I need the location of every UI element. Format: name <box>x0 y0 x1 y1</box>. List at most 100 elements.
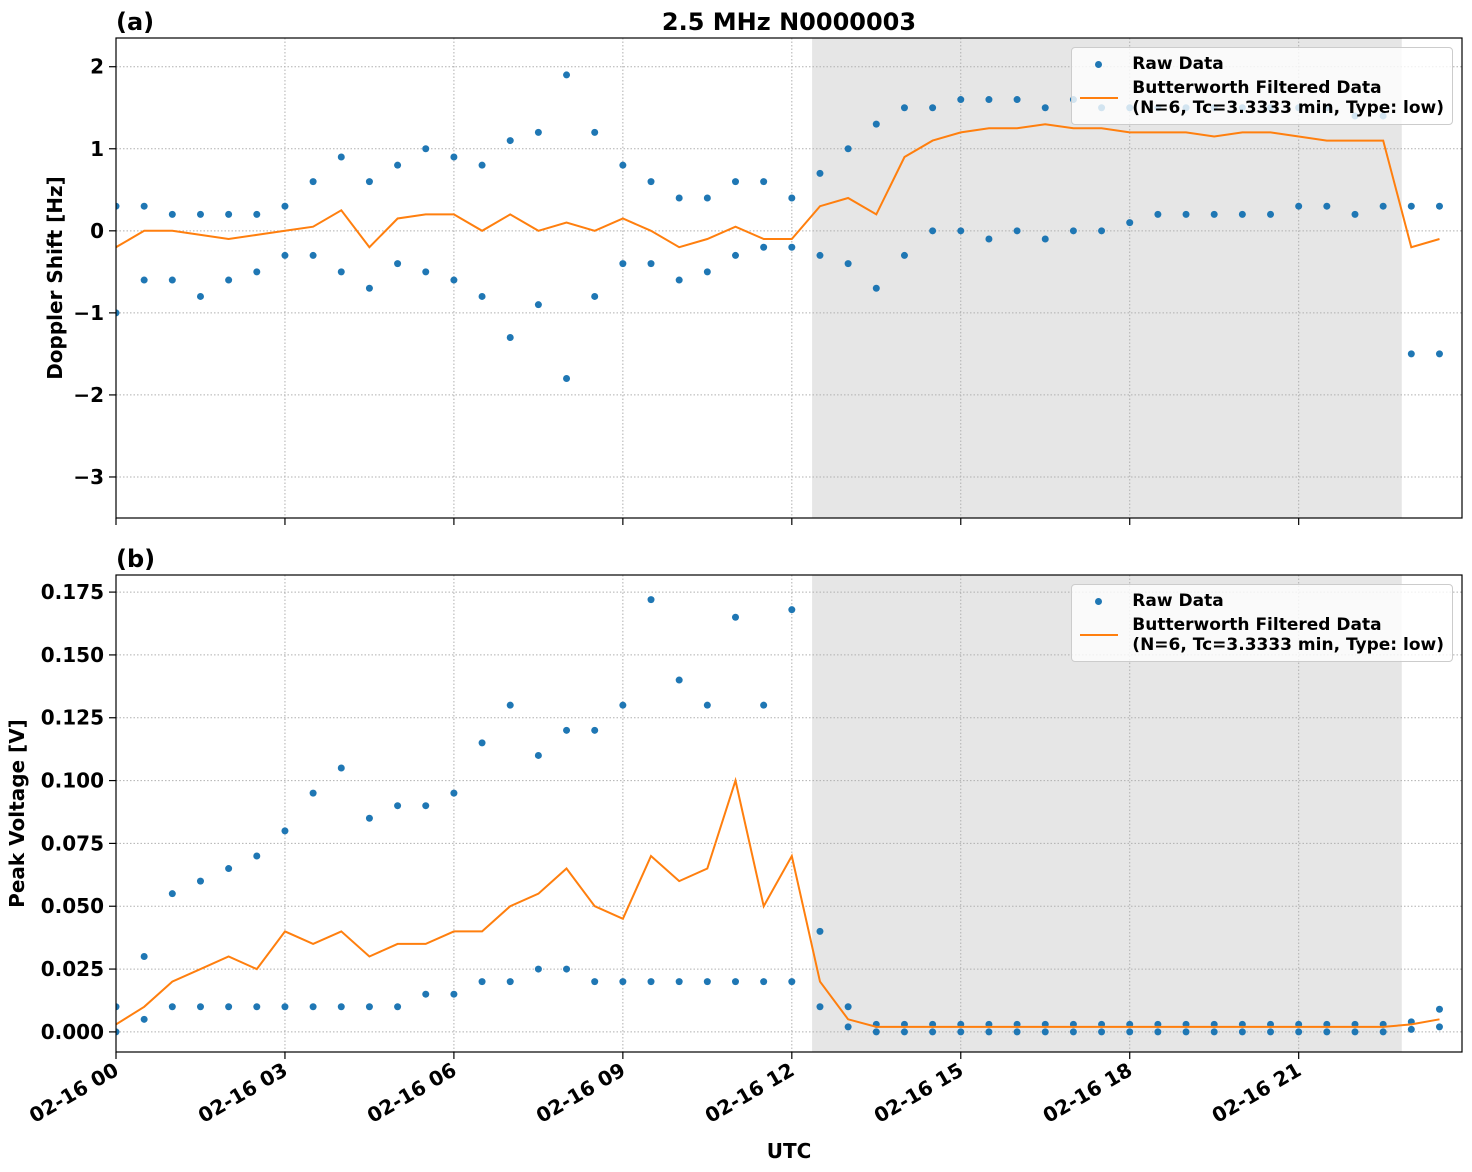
raw-point <box>844 1023 852 1031</box>
y-tick-label: 0.125 <box>41 706 104 730</box>
raw-point <box>647 596 655 604</box>
raw-point <box>816 1003 824 1011</box>
raw-point <box>1182 210 1190 218</box>
raw-point <box>985 96 993 104</box>
raw-point <box>1379 1028 1387 1036</box>
raw-point <box>760 178 768 186</box>
raw-point <box>281 251 289 259</box>
raw-point <box>337 268 345 276</box>
raw-point <box>647 178 655 186</box>
y-tick-label: 0.150 <box>41 643 104 667</box>
raw-point <box>760 978 768 986</box>
raw-point <box>591 128 599 136</box>
raw-point <box>619 260 627 268</box>
raw-point <box>534 301 542 309</box>
raw-point <box>422 268 430 276</box>
x-tick-label: 02-16 09 <box>532 1058 630 1128</box>
raw-point <box>1210 210 1218 218</box>
raw-point <box>1126 219 1134 227</box>
raw-point <box>506 137 514 145</box>
raw-point <box>731 251 739 259</box>
raw-point <box>647 978 655 986</box>
raw-point <box>591 726 599 734</box>
axes-frame <box>115 574 1463 1053</box>
raw-point <box>591 292 599 300</box>
raw-point <box>196 1003 204 1011</box>
raw-point <box>140 276 148 284</box>
raw-point <box>281 202 289 210</box>
raw-point <box>422 802 430 810</box>
raw-point <box>929 104 937 112</box>
raw-point <box>788 243 796 251</box>
raw-point <box>478 978 486 986</box>
x-tick-label: 02-16 12 <box>701 1058 799 1128</box>
raw-point <box>1407 202 1415 210</box>
plot-area <box>116 596 1443 1036</box>
raw-point <box>1295 202 1303 210</box>
raw-point <box>1435 202 1443 210</box>
raw-point <box>1013 227 1021 235</box>
raw-point <box>563 375 571 383</box>
raw-point <box>506 701 514 709</box>
raw-point <box>985 1028 993 1036</box>
legend-key <box>1080 591 1118 613</box>
raw-point <box>478 739 486 747</box>
raw-point <box>534 965 542 973</box>
raw-point <box>1407 350 1415 358</box>
filtered-line <box>116 776 1440 1028</box>
raw-point <box>116 1028 120 1036</box>
raw-point <box>872 284 880 292</box>
raw-point <box>253 1003 261 1011</box>
y-tick-label: −3 <box>73 465 104 489</box>
raw-point <box>731 613 739 621</box>
y-tick-label: 0.025 <box>41 957 104 981</box>
chart-title: 2.5 MHz N0000003 <box>662 8 916 36</box>
raw-point <box>534 128 542 136</box>
x-tick-label: 02-16 18 <box>1039 1058 1137 1128</box>
raw-point <box>1379 202 1387 210</box>
raw-point <box>1069 227 1077 235</box>
raw-point <box>253 852 261 860</box>
legend-marker <box>1095 598 1103 605</box>
raw-point <box>309 178 317 186</box>
raw-point <box>1182 1028 1190 1036</box>
raw-point <box>1295 1028 1303 1036</box>
raw-point <box>309 1003 317 1011</box>
panel-label: (a) <box>116 8 154 36</box>
y-axis-label: Peak Voltage [V] <box>5 719 29 908</box>
raw-point <box>168 276 176 284</box>
y-tick-label: 0.000 <box>41 1020 104 1044</box>
raw-point <box>872 120 880 128</box>
raw-point <box>816 927 824 935</box>
x-tick-label: 02-16 06 <box>363 1058 461 1128</box>
x-axis-label: UTC <box>767 1139 812 1163</box>
legend-entry: Butterworth Filtered Data (N=6, Tc=3.333… <box>1080 78 1444 118</box>
raw-point <box>675 978 683 986</box>
raw-point <box>365 1003 373 1011</box>
raw-point <box>253 210 261 218</box>
raw-point <box>140 202 148 210</box>
raw-point <box>168 890 176 898</box>
legend-key <box>1080 54 1118 76</box>
raw-point <box>394 1003 402 1011</box>
raw-point <box>337 764 345 772</box>
raw-point <box>844 1003 852 1011</box>
raw-point <box>647 260 655 268</box>
raw-point <box>788 606 796 614</box>
raw-point <box>929 1028 937 1036</box>
raw-point <box>1154 1028 1162 1036</box>
legend-label: Butterworth Filtered Data (N=6, Tc=3.333… <box>1132 78 1444 118</box>
raw-point <box>844 260 852 268</box>
raw-point <box>478 161 486 169</box>
raw-point <box>1238 1028 1246 1036</box>
raw-point <box>422 145 430 153</box>
raw-point <box>731 978 739 986</box>
y-tick-label: 1 <box>90 137 104 161</box>
x-tick-label: 02-16 15 <box>870 1058 968 1128</box>
raw-point <box>1041 235 1049 243</box>
raw-point <box>506 333 514 341</box>
raw-point <box>900 104 908 112</box>
raw-point <box>844 145 852 153</box>
raw-point <box>140 952 148 960</box>
raw-point <box>337 153 345 161</box>
